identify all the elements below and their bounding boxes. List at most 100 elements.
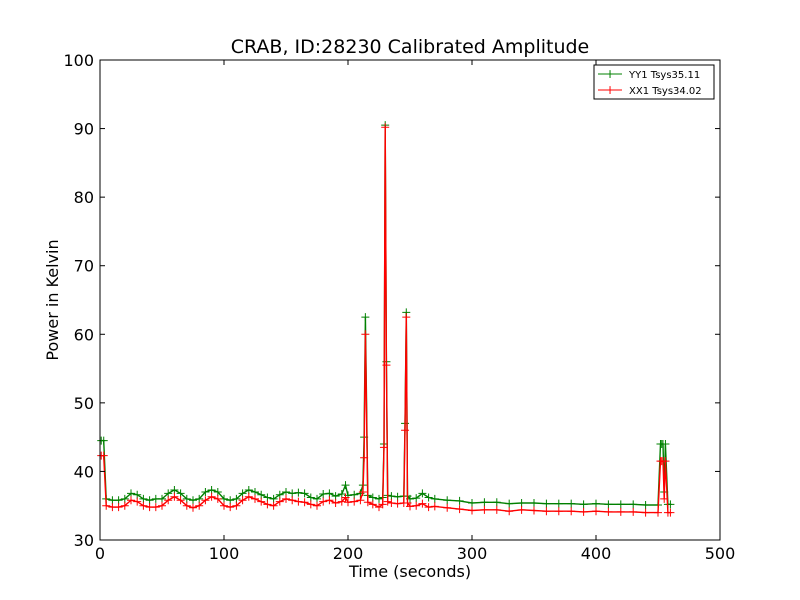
data-point-xx1 (306, 500, 315, 509)
legend: + YY1 Tsys35.11 + XX1 Tsys34.02 (593, 64, 715, 100)
data-point-yy1 (468, 498, 476, 507)
data-point-xx1 (244, 492, 253, 501)
data-point-yy1 (331, 492, 340, 501)
data-point-xx1 (393, 499, 402, 508)
data-point-xx1 (213, 494, 222, 503)
data-point-yy1 (455, 496, 464, 505)
y-tick-label: 100 (63, 51, 94, 70)
data-point-yy1 (567, 499, 576, 508)
data-point-xx1 (319, 497, 328, 506)
data-point-yy1 (170, 485, 179, 494)
data-point-yy1 (238, 489, 247, 498)
data-point-yy1 (158, 494, 166, 503)
data-point-xx1 (505, 507, 514, 516)
data-point-xx1 (378, 500, 387, 509)
data-point-yy1 (313, 494, 321, 503)
data-point-xx1 (331, 498, 340, 507)
tick-layer: 0 100 200 300 400 500 30 40 50 60 70 80 90 100 (63, 51, 735, 563)
data-point-xx1 (114, 503, 123, 512)
data-point-xx1 (238, 496, 247, 505)
data-point-yy1 (661, 440, 670, 448)
data-point-xx1 (189, 503, 197, 512)
plot-area (100, 60, 720, 540)
data-point-yy1 (226, 496, 235, 505)
data-point-yy1 (306, 493, 315, 502)
data-point-yy1 (244, 485, 253, 494)
y-tick-label: 30 (74, 531, 94, 550)
data-point-xx1 (139, 501, 148, 510)
data-point-xx1 (195, 501, 204, 510)
data-point-xx1 (257, 497, 266, 506)
legend-box (593, 64, 715, 100)
data-point-yy1 (361, 313, 370, 322)
data-point-xx1 (294, 497, 303, 506)
data-point-xx1 (530, 506, 538, 515)
data-point-xx1 (207, 492, 216, 501)
data-point-yy1 (542, 499, 551, 508)
data-point-xx1 (387, 498, 396, 507)
data-point-yy1 (341, 481, 350, 490)
data-point-yy1 (257, 490, 266, 499)
data-point-xx1 (288, 496, 297, 505)
data-point-yy1 (393, 492, 402, 501)
data-point-xx1 (368, 500, 377, 509)
data-point-xx1 (381, 123, 390, 132)
data-point-xx1 (402, 313, 411, 322)
y-tick-label: 70 (74, 257, 94, 276)
data-point-xx1 (616, 507, 625, 516)
data-point-yy1 (213, 488, 222, 496)
data-point-yy1 (424, 493, 433, 502)
data-point-yy1 (201, 488, 210, 496)
data-point-yy1 (505, 499, 514, 508)
data-point-yy1 (294, 488, 303, 497)
data-point-xx1 (127, 496, 135, 505)
data-point-xx1 (251, 494, 259, 503)
x-tick-label: 200 (333, 544, 364, 563)
data-point-xx1 (361, 330, 370, 339)
data-point-yy1 (517, 498, 526, 507)
data-point-yy1 (592, 499, 600, 508)
data-point-xx1 (430, 502, 439, 511)
chart-title: CRAB, ID:28230 Calibrated Amplitude (231, 36, 590, 58)
legend-label-yy1: YY1 Tsys35.11 (628, 70, 700, 81)
data-point-xx1 (176, 496, 185, 505)
plot-frame (99, 59, 721, 541)
data-point-xx1 (455, 505, 464, 514)
data-point-yy1 (120, 494, 129, 503)
data-point-yy1 (368, 493, 377, 502)
data-point-yy1 (480, 498, 489, 507)
y-tick-label: 80 (74, 188, 94, 207)
data-point-yy1 (443, 496, 452, 505)
data-point-yy1 (300, 489, 309, 498)
data-point-xx1 (356, 496, 365, 505)
x-tick-label: 400 (581, 544, 612, 563)
data-point-xx1 (592, 507, 600, 516)
data-point-yy1 (579, 500, 588, 509)
data-point-xx1 (170, 492, 179, 501)
data-point-xx1 (201, 496, 210, 505)
data-point-yy1 (554, 499, 563, 508)
data-point-yy1 (182, 494, 191, 503)
data-point-yy1 (288, 489, 297, 498)
data-point-yy1 (430, 494, 439, 503)
data-point-xx1 (661, 457, 670, 466)
data-point-xx1 (424, 503, 433, 512)
data-point-yy1 (127, 489, 135, 498)
data-point-yy1 (145, 496, 154, 505)
data-point-xx1 (313, 501, 321, 510)
data-point-yy1 (275, 490, 284, 499)
data-point-xx1 (275, 497, 284, 506)
data-point-xx1 (443, 503, 452, 512)
y-tick-label: 90 (74, 120, 94, 139)
data-point-xx1 (350, 497, 359, 506)
data-point-xx1 (379, 443, 388, 452)
data-point-yy1 (604, 500, 613, 509)
data-point-xx1 (363, 498, 372, 507)
data-point-xx1 (120, 501, 129, 510)
data-point-xx1 (641, 508, 650, 517)
data-point-yy1 (99, 436, 108, 445)
data-point-yy1 (337, 490, 346, 499)
legend-label-xx1: XX1 Tsys34.02 (629, 86, 702, 97)
data-point-yy1 (282, 488, 290, 496)
